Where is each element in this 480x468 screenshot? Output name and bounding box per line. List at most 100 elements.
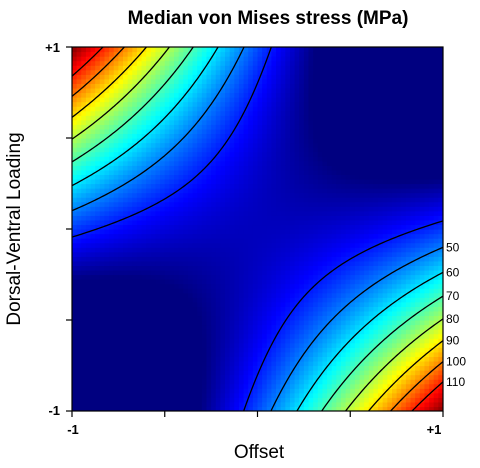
heatmap-cell <box>280 165 286 171</box>
heatmap-cell <box>313 356 319 362</box>
heatmap-cell <box>322 347 328 353</box>
heatmap-cell <box>238 65 245 71</box>
heatmap-cell <box>187 224 194 230</box>
heatmap-cell <box>150 151 157 157</box>
heatmap-cell <box>146 65 152 71</box>
heatmap-cell <box>280 69 286 75</box>
heatmap-cell <box>136 224 143 230</box>
heatmap-cell <box>85 279 92 285</box>
heatmap-cell <box>174 56 180 62</box>
heatmap-cell <box>248 224 254 230</box>
heatmap-cell <box>354 47 361 53</box>
heatmap-cell <box>322 206 328 212</box>
heatmap-cell <box>294 69 300 75</box>
heatmap-cell <box>201 256 208 262</box>
heatmap-cell <box>169 219 175 226</box>
heatmap-cell <box>225 360 231 367</box>
heatmap-cell <box>192 106 198 112</box>
heatmap-cell <box>127 310 133 317</box>
heatmap-cell <box>294 392 300 398</box>
heatmap-cell <box>109 60 115 66</box>
heatmap-cell <box>266 83 273 89</box>
heatmap-cell <box>266 329 273 335</box>
heatmap-cell <box>95 87 101 94</box>
heatmap-cell <box>72 333 78 339</box>
heatmap-cell <box>192 215 198 221</box>
heatmap-cell <box>146 279 152 285</box>
heatmap-cell <box>303 83 310 89</box>
heatmap-cell <box>303 219 310 226</box>
heatmap-cell <box>155 338 161 344</box>
heatmap-cell <box>340 338 347 344</box>
heatmap-cell <box>313 306 319 312</box>
heatmap-cell <box>220 133 226 139</box>
heatmap-cell <box>90 260 96 266</box>
heatmap-cell <box>294 142 300 148</box>
heatmap-cell <box>234 233 240 239</box>
heatmap-cell <box>118 169 124 175</box>
heatmap-cell <box>285 156 291 162</box>
heatmap-cell <box>345 351 351 357</box>
heatmap-cell <box>243 315 249 321</box>
heatmap-cell <box>81 356 87 362</box>
heatmap-cell <box>127 206 133 212</box>
heatmap-cell <box>336 124 342 130</box>
heatmap-cell <box>104 342 110 348</box>
heatmap-cell <box>211 297 217 303</box>
heatmap-cell <box>327 224 333 230</box>
heatmap-cell <box>201 310 208 317</box>
heatmap-cell <box>299 292 305 298</box>
heatmap-cell <box>99 342 106 348</box>
heatmap-cell <box>206 283 212 289</box>
heatmap-cell <box>289 356 296 362</box>
heatmap-cell <box>336 174 342 180</box>
heatmap-cell <box>331 101 337 107</box>
heatmap-cell <box>164 206 170 212</box>
heatmap-cell <box>308 247 314 253</box>
heatmap-cell <box>164 238 170 244</box>
heatmap-cell <box>225 406 231 411</box>
heatmap-cell <box>289 347 296 353</box>
heatmap-cell <box>229 315 235 321</box>
heatmap-cell <box>317 219 324 226</box>
heatmap-cell <box>294 197 300 203</box>
heatmap-cell <box>141 324 147 330</box>
heatmap-cell <box>72 256 78 262</box>
heatmap-cell <box>164 219 170 226</box>
heatmap-cell <box>206 65 212 71</box>
heatmap-cell <box>262 338 268 344</box>
heatmap-cell <box>243 351 249 357</box>
heatmap-cell <box>187 133 194 139</box>
heatmap-cell <box>132 347 138 353</box>
heatmap-cell <box>327 351 333 357</box>
heatmap-cell <box>285 106 291 112</box>
heatmap-cell <box>359 320 365 326</box>
heatmap-cell <box>90 310 96 317</box>
heatmap-cell <box>289 206 296 212</box>
heatmap-cell <box>238 201 245 207</box>
heatmap-cell <box>289 374 296 380</box>
heatmap-cell <box>220 87 226 94</box>
heatmap-cell <box>76 192 82 198</box>
heatmap-cell <box>187 292 194 298</box>
heatmap-cell <box>206 201 212 207</box>
heatmap-cell <box>141 301 147 307</box>
heatmap-cell <box>229 101 235 107</box>
heatmap-cell <box>118 320 124 326</box>
heatmap-cell <box>127 69 133 75</box>
heatmap-cell <box>150 333 157 339</box>
heatmap-cell <box>252 174 259 180</box>
heatmap-cell <box>252 65 259 71</box>
heatmap-cell <box>76 233 82 239</box>
heatmap-cell <box>192 201 198 207</box>
heatmap-cell <box>285 269 291 276</box>
heatmap-cell <box>303 69 310 75</box>
heatmap-cell <box>183 74 189 80</box>
heatmap-cell <box>322 138 328 144</box>
heatmap-cell <box>206 142 212 148</box>
heatmap-cell <box>127 383 133 389</box>
heatmap-cell <box>136 87 143 94</box>
heatmap-cell <box>322 269 328 276</box>
heatmap-cell <box>132 315 138 321</box>
heatmap-cell <box>146 288 152 294</box>
